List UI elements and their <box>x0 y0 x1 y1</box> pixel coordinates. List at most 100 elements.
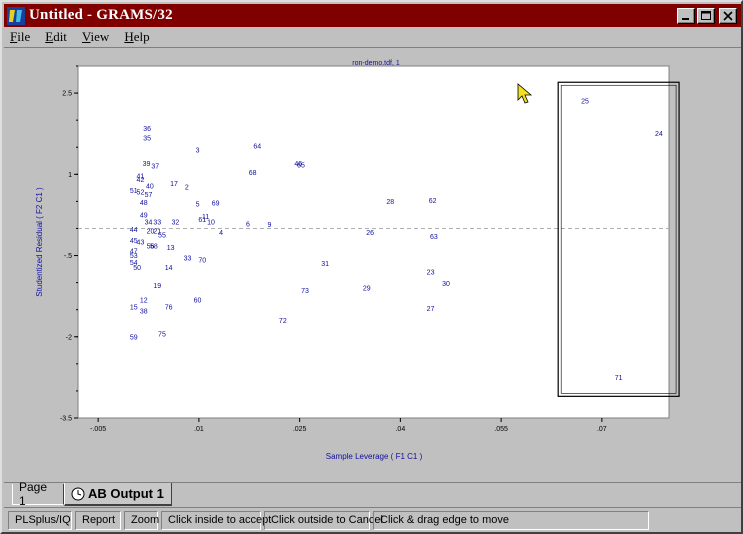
y-tick-label: -2 <box>66 334 72 341</box>
document-area: ron-demo.tdf, 1 Sample Leverage ( F1 C1 … <box>4 47 741 483</box>
data-point-label: 32 <box>171 219 179 226</box>
selection-rectangle-inner <box>560 84 677 394</box>
data-point-label: 37 <box>151 164 159 171</box>
data-point-label: 24 <box>655 131 663 138</box>
window-controls <box>677 8 737 24</box>
data-point-label: 40 <box>146 184 154 191</box>
data-point-label: 52 <box>137 190 145 197</box>
data-point-label: 54 <box>130 260 138 267</box>
data-point-label: 41 <box>137 173 145 180</box>
menu-bar: File Edit View Help <box>4 27 741 47</box>
data-point-label: 5 <box>196 202 200 209</box>
data-point-label: 19 <box>153 283 161 290</box>
x-tick-label: .04 <box>395 426 405 433</box>
minimize-icon <box>682 18 689 20</box>
data-point-label: 73 <box>301 288 309 295</box>
data-point-label: 9 <box>267 222 271 229</box>
tab-ab-output-1[interactable]: AB Output 1 <box>64 483 172 506</box>
minimize-button[interactable] <box>677 8 695 24</box>
data-point-label: 59 <box>130 334 138 341</box>
data-point-label: 26 <box>366 230 374 237</box>
data-point-label: 76 <box>165 304 173 311</box>
tab-page-1[interactable]: Page 1 <box>12 480 64 508</box>
data-point-label: 43 <box>137 240 145 247</box>
data-point-label: 23 <box>427 269 435 276</box>
close-button[interactable] <box>719 8 737 24</box>
x-tick-label: -.005 <box>90 426 106 433</box>
data-point-label: 56 <box>147 243 155 250</box>
data-point-label: 64 <box>253 144 261 151</box>
data-point-label: 15 <box>130 304 138 311</box>
status-plsplus[interactable]: PLSplus/IQ <box>8 510 72 530</box>
scatter-plot[interactable]: ron-demo.tdf, 1 Sample Leverage ( F1 C1 … <box>4 48 741 484</box>
data-point-label: 75 <box>158 332 166 339</box>
status-accept-hint: Click inside to accept <box>161 510 271 530</box>
data-point-label: 12 <box>140 297 148 304</box>
data-point-label: 4 <box>219 230 223 237</box>
data-point-label: 72 <box>279 318 287 325</box>
data-point-label: 2 <box>185 184 189 191</box>
x-tick-label: .01 <box>194 426 204 433</box>
page-tab-bar: Page 1 AB Output 1 <box>4 480 741 508</box>
x-axis-label: Sample Leverage ( F1 C1 ) <box>326 452 423 461</box>
data-point-label: 30 <box>442 281 450 288</box>
maximize-button[interactable] <box>697 8 715 24</box>
data-point-label: 20 <box>147 229 155 236</box>
data-point-label: 10 <box>207 219 215 226</box>
title-bar[interactable]: Untitled - GRAMS/32 <box>4 4 741 27</box>
data-point-label: 39 <box>143 161 151 168</box>
data-point-label: 21 <box>153 229 161 236</box>
data-point-label: 53 <box>130 253 138 260</box>
data-point-label: 62 <box>429 198 437 205</box>
data-point-label: 35 <box>143 136 151 143</box>
status-report[interactable]: Report <box>75 510 121 530</box>
data-point-label: 45 <box>130 238 138 245</box>
menu-edit[interactable]: Edit <box>45 29 67 44</box>
status-bar: PLSplus/IQ Report Zoom Click inside to a… <box>4 507 741 532</box>
grams-app-icon[interactable] <box>6 6 26 26</box>
data-point-label: 63 <box>430 234 438 241</box>
data-point-label: 25 <box>581 99 589 106</box>
x-tick-label: .055 <box>494 426 508 433</box>
data-point-label: 60 <box>194 297 202 304</box>
selection-box[interactable] <box>557 81 680 397</box>
status-move-hint: Click & drag edge to move <box>373 510 649 530</box>
y-tick-label: 2.5 <box>62 91 72 98</box>
data-point-label: 27 <box>427 306 435 313</box>
selection-rectangle[interactable] <box>557 81 680 397</box>
x-tick-label: .07 <box>597 426 607 433</box>
menu-view[interactable]: View <box>81 29 110 44</box>
data-point-label: 55 <box>158 232 166 239</box>
data-point-label: 36 <box>143 126 151 133</box>
menu-file[interactable]: File <box>10 29 31 44</box>
maximize-icon <box>701 11 711 20</box>
data-point-label: 38 <box>140 308 148 315</box>
clock-icon <box>71 487 85 500</box>
data-point-label: 33 <box>184 256 192 263</box>
menu-help[interactable]: Help <box>124 29 150 44</box>
data-point-label: 51 <box>130 188 138 195</box>
data-point-label: 47 <box>130 249 138 256</box>
data-point-label: 44 <box>130 227 138 234</box>
status-zoom[interactable]: Zoom <box>124 510 159 530</box>
data-point-label: 50 <box>133 265 141 272</box>
data-point-label: 69 <box>212 201 220 208</box>
data-point-label: 48 <box>140 200 148 207</box>
data-point-label: 68 <box>249 170 257 177</box>
data-point-label: 42 <box>137 177 145 184</box>
axes: -.005 .01 .025 .04 .055 .07 2.5 1 -.5 -2 -3.5 <box>60 65 607 433</box>
mouse-cursor-icon <box>517 83 533 104</box>
status-cancel-hint: Click outside to Cancel <box>264 510 383 530</box>
data-point-label: 71 <box>615 375 623 382</box>
y-tick-label: 1 <box>68 172 72 179</box>
data-point-label: 28 <box>386 199 394 206</box>
data-point-label: 13 <box>167 245 175 252</box>
plot-area[interactable] <box>77 65 670 419</box>
data-point-label: 70 <box>198 257 206 264</box>
data-point-label: 17 <box>170 181 178 188</box>
data-point-label: 61 <box>198 217 206 224</box>
y-tick-label: -.5 <box>64 253 72 260</box>
data-point-label: 33 <box>153 219 161 226</box>
data-point-label: 31 <box>321 261 329 268</box>
